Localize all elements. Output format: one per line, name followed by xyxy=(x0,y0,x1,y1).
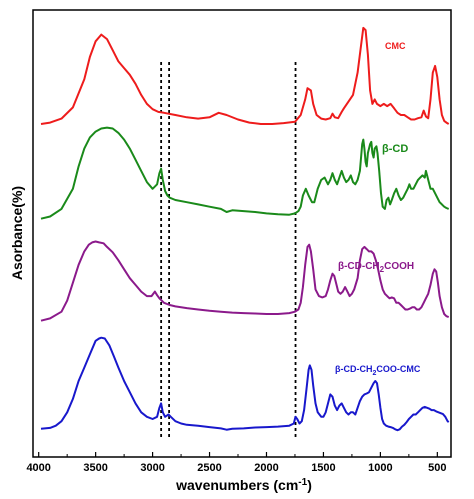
x-tick-label: 4000 xyxy=(26,462,50,474)
x-axis-title: wavenumbers (cm-1) xyxy=(175,477,312,493)
series-label: CMC xyxy=(385,41,406,51)
x-tick-label: 1000 xyxy=(368,462,392,474)
series-line xyxy=(40,336,450,432)
series-label-part: 2 xyxy=(380,265,385,274)
x-tick-label: 1500 xyxy=(311,462,335,474)
series-label-part: β-CD xyxy=(382,143,408,155)
x-axis-title-sup: -1 xyxy=(298,477,307,488)
plot-frame xyxy=(32,9,452,458)
series-label: β-CD-CH2COOH xyxy=(338,261,414,274)
x-tick-label: 3000 xyxy=(140,462,164,474)
series-line xyxy=(40,126,450,220)
series-group xyxy=(40,26,450,432)
x-tick-label: 2500 xyxy=(197,462,221,474)
series-label: β-CD xyxy=(382,143,408,155)
series-label-part: CMC xyxy=(385,41,406,51)
series-label: β-CD-CH2COO-CMC xyxy=(335,364,421,377)
series-line xyxy=(40,26,450,125)
x-tick-label: 2000 xyxy=(254,462,278,474)
x-axis-ticks: 4000 3500 3000 2500 2000 1500 1000 500 xyxy=(26,452,447,474)
series-label-part: β-CD-CH xyxy=(335,364,373,374)
series-line xyxy=(40,240,450,322)
x-axis-title-main: wavenumbers (cm xyxy=(175,477,298,493)
series-label-part: COO-CMC xyxy=(376,364,420,374)
series-label-part: 2 xyxy=(373,370,377,377)
reference-lines xyxy=(160,62,297,440)
x-tick-label: 500 xyxy=(428,462,446,474)
x-tick-label: 3500 xyxy=(83,462,107,474)
series-label-part: β-CD-CH xyxy=(338,261,380,272)
series-label-part: COOH xyxy=(384,261,414,272)
x-axis-title-end: ) xyxy=(307,477,312,493)
y-axis-title: Asorbance(%) xyxy=(9,186,25,280)
